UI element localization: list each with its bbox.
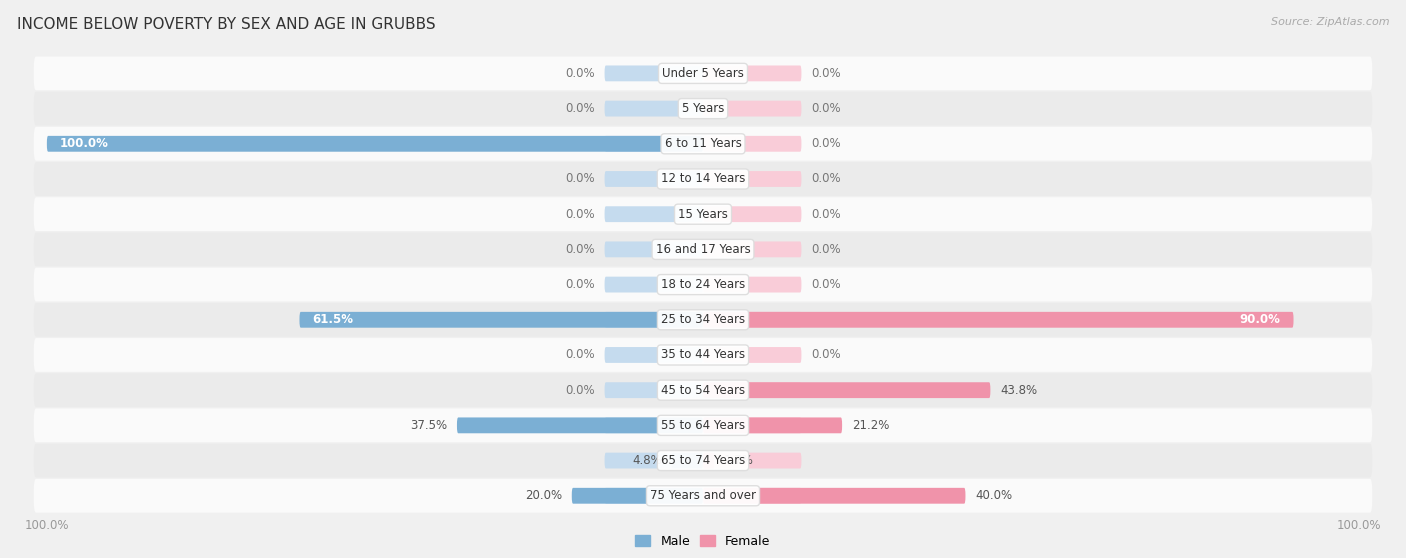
- Text: 0.0%: 0.0%: [811, 172, 841, 185]
- Text: 43.8%: 43.8%: [1000, 384, 1038, 397]
- FancyBboxPatch shape: [34, 338, 1372, 372]
- Text: 4.8%: 4.8%: [631, 454, 662, 467]
- Text: 61.5%: 61.5%: [312, 313, 353, 326]
- FancyBboxPatch shape: [703, 206, 801, 222]
- FancyBboxPatch shape: [672, 453, 703, 469]
- FancyBboxPatch shape: [34, 268, 1372, 301]
- FancyBboxPatch shape: [703, 136, 801, 152]
- Text: Under 5 Years: Under 5 Years: [662, 67, 744, 80]
- Text: 6 to 11 Years: 6 to 11 Years: [665, 137, 741, 150]
- FancyBboxPatch shape: [703, 171, 801, 187]
- Text: 16 and 17 Years: 16 and 17 Years: [655, 243, 751, 256]
- Text: Source: ZipAtlas.com: Source: ZipAtlas.com: [1271, 17, 1389, 27]
- FancyBboxPatch shape: [34, 408, 1372, 442]
- Text: 0.0%: 0.0%: [811, 278, 841, 291]
- Text: 0.0%: 0.0%: [811, 102, 841, 115]
- FancyBboxPatch shape: [572, 488, 703, 504]
- FancyBboxPatch shape: [605, 65, 703, 81]
- Text: 65 to 74 Years: 65 to 74 Years: [661, 454, 745, 467]
- Text: 0.0%: 0.0%: [811, 349, 841, 362]
- FancyBboxPatch shape: [457, 417, 703, 434]
- Text: 0.0%: 0.0%: [565, 243, 595, 256]
- FancyBboxPatch shape: [703, 100, 801, 117]
- Text: 55 to 64 Years: 55 to 64 Years: [661, 419, 745, 432]
- Text: 0.0%: 0.0%: [565, 384, 595, 397]
- Text: 0.0%: 0.0%: [811, 243, 841, 256]
- Text: 0.0%: 0.0%: [565, 172, 595, 185]
- FancyBboxPatch shape: [34, 373, 1372, 407]
- Text: 0.0%: 0.0%: [565, 208, 595, 220]
- Text: 18 to 24 Years: 18 to 24 Years: [661, 278, 745, 291]
- FancyBboxPatch shape: [34, 444, 1372, 478]
- FancyBboxPatch shape: [703, 312, 801, 328]
- FancyBboxPatch shape: [703, 417, 842, 434]
- Text: 0.0%: 0.0%: [811, 67, 841, 80]
- Text: 21.2%: 21.2%: [852, 419, 890, 432]
- Text: 15 Years: 15 Years: [678, 208, 728, 220]
- FancyBboxPatch shape: [605, 100, 703, 117]
- FancyBboxPatch shape: [34, 56, 1372, 90]
- Text: INCOME BELOW POVERTY BY SEX AND AGE IN GRUBBS: INCOME BELOW POVERTY BY SEX AND AGE IN G…: [17, 17, 436, 32]
- FancyBboxPatch shape: [703, 453, 801, 469]
- Text: 0.0%: 0.0%: [565, 102, 595, 115]
- FancyBboxPatch shape: [605, 453, 703, 469]
- FancyBboxPatch shape: [703, 242, 801, 257]
- FancyBboxPatch shape: [703, 488, 966, 504]
- Text: 20.0%: 20.0%: [524, 489, 562, 502]
- Text: 25 to 34 Years: 25 to 34 Years: [661, 313, 745, 326]
- FancyBboxPatch shape: [605, 382, 703, 398]
- Text: 100.0%: 100.0%: [60, 137, 108, 150]
- FancyBboxPatch shape: [46, 136, 703, 152]
- Text: 12 to 14 Years: 12 to 14 Years: [661, 172, 745, 185]
- Text: 45 to 54 Years: 45 to 54 Years: [661, 384, 745, 397]
- FancyBboxPatch shape: [34, 162, 1372, 196]
- FancyBboxPatch shape: [605, 136, 703, 152]
- FancyBboxPatch shape: [34, 198, 1372, 231]
- Text: 0.0%: 0.0%: [565, 349, 595, 362]
- FancyBboxPatch shape: [703, 417, 801, 434]
- Text: 35 to 44 Years: 35 to 44 Years: [661, 349, 745, 362]
- FancyBboxPatch shape: [34, 92, 1372, 126]
- FancyBboxPatch shape: [605, 347, 703, 363]
- Text: 0.0%: 0.0%: [811, 137, 841, 150]
- Text: 1.7%: 1.7%: [724, 454, 754, 467]
- FancyBboxPatch shape: [703, 382, 801, 398]
- FancyBboxPatch shape: [34, 479, 1372, 513]
- FancyBboxPatch shape: [34, 233, 1372, 266]
- FancyBboxPatch shape: [703, 488, 801, 504]
- Text: 5 Years: 5 Years: [682, 102, 724, 115]
- Text: 0.0%: 0.0%: [565, 278, 595, 291]
- Text: 75 Years and over: 75 Years and over: [650, 489, 756, 502]
- Text: 37.5%: 37.5%: [411, 419, 447, 432]
- FancyBboxPatch shape: [703, 312, 1294, 328]
- FancyBboxPatch shape: [605, 206, 703, 222]
- FancyBboxPatch shape: [605, 312, 703, 328]
- FancyBboxPatch shape: [34, 303, 1372, 336]
- Text: 40.0%: 40.0%: [976, 489, 1012, 502]
- FancyBboxPatch shape: [703, 347, 801, 363]
- FancyBboxPatch shape: [605, 417, 703, 434]
- Text: 90.0%: 90.0%: [1240, 313, 1281, 326]
- Legend: Male, Female: Male, Female: [630, 530, 776, 553]
- FancyBboxPatch shape: [703, 382, 990, 398]
- Text: 0.0%: 0.0%: [565, 67, 595, 80]
- FancyBboxPatch shape: [605, 242, 703, 257]
- FancyBboxPatch shape: [605, 277, 703, 292]
- Text: 0.0%: 0.0%: [811, 208, 841, 220]
- FancyBboxPatch shape: [703, 453, 714, 469]
- FancyBboxPatch shape: [703, 277, 801, 292]
- FancyBboxPatch shape: [605, 171, 703, 187]
- FancyBboxPatch shape: [703, 65, 801, 81]
- FancyBboxPatch shape: [34, 127, 1372, 161]
- FancyBboxPatch shape: [605, 488, 703, 504]
- FancyBboxPatch shape: [299, 312, 703, 328]
